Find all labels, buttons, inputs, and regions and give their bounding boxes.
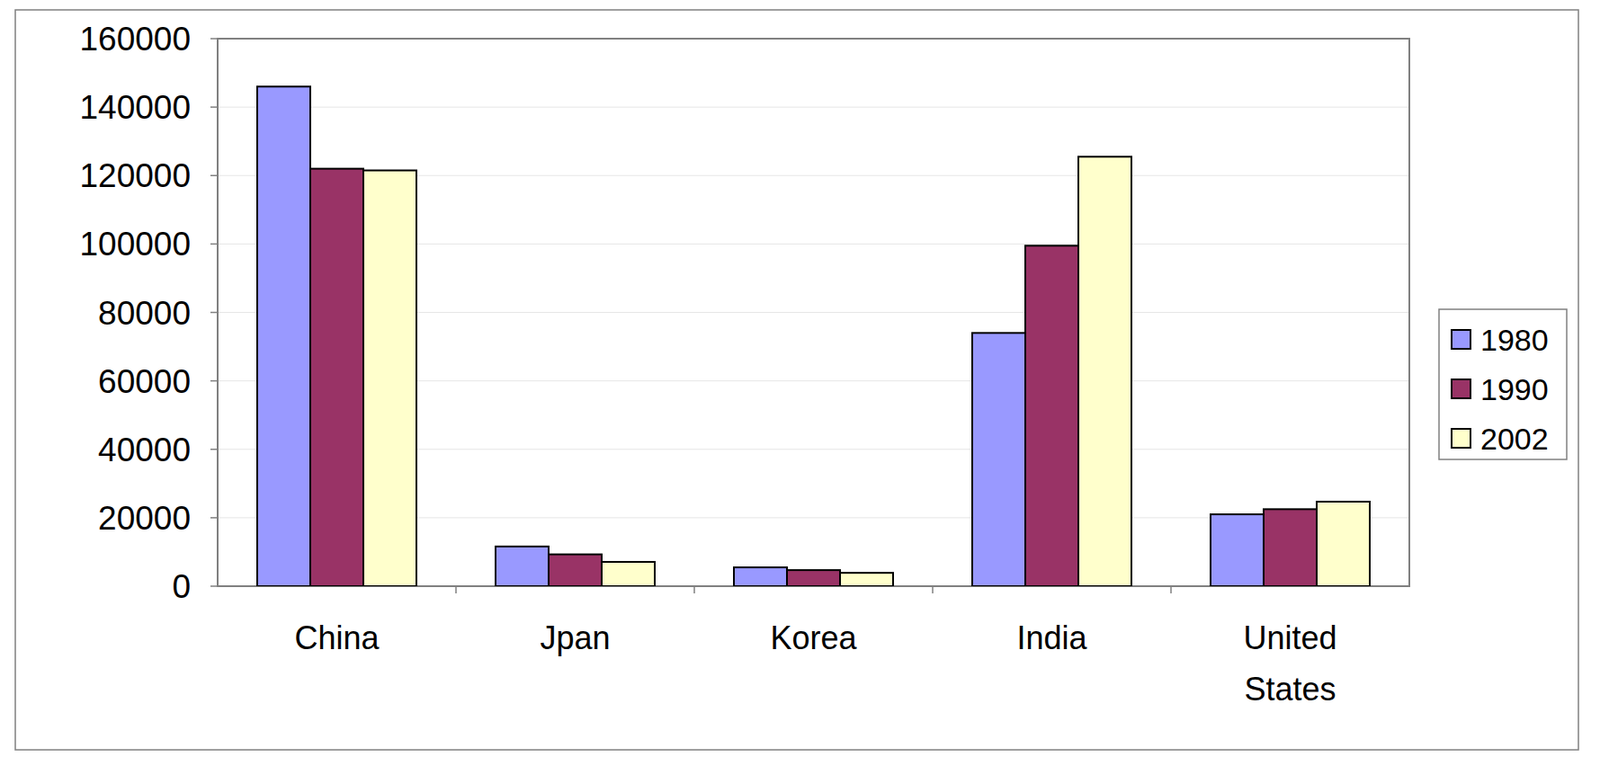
bar	[786, 570, 841, 587]
chart-container: 0 20000 40000 60000 80000 100000 120000 140000 1…	[0, 0, 1600, 766]
bar	[1025, 245, 1079, 587]
bar	[601, 562, 655, 587]
x-tick-label: Jpan	[539, 619, 610, 657]
y-tick	[210, 585, 218, 588]
x-tick-label-line: India	[1016, 619, 1088, 657]
x-tick-label-line: China	[294, 619, 380, 657]
y-tick-label: 140000	[80, 89, 191, 126]
x-tick-label-line: Korea	[769, 619, 858, 657]
bar	[310, 169, 364, 587]
legend-swatch	[1451, 379, 1471, 399]
plot-frame	[217, 38, 1410, 587]
bar	[495, 546, 549, 587]
y-tick-label: 40000	[98, 431, 191, 469]
x-tick	[693, 586, 696, 594]
x-tick-label: China	[294, 619, 380, 657]
bars	[257, 86, 1370, 587]
y-tick-label: 80000	[98, 294, 191, 332]
y-tick	[210, 448, 218, 451]
y-tick-label: 160000	[80, 20, 191, 58]
chart-border	[15, 9, 1579, 751]
bar	[840, 572, 894, 587]
x-tick-label: Korea	[769, 619, 858, 657]
chart-svg: 0 20000 40000 60000 80000 100000 120000 140000 1…	[0, 0, 1600, 766]
bar	[972, 332, 1026, 587]
legend-swatch	[1451, 330, 1471, 349]
legend-label: 1990	[1480, 372, 1549, 407]
x-tick-label-line: States	[1243, 670, 1336, 708]
legend-label: 2002	[1480, 421, 1549, 456]
x-tick-label: India	[1016, 619, 1088, 657]
grid-line	[217, 107, 1410, 108]
bar	[1078, 156, 1132, 587]
x-tick	[931, 586, 934, 594]
y-tick-label: 100000	[80, 225, 191, 263]
legend-swatch	[1451, 429, 1471, 448]
y-tick-label: 20000	[98, 500, 191, 537]
y-tick-label: 0	[171, 568, 191, 606]
y-tick	[210, 517, 218, 519]
y-tick	[210, 243, 218, 246]
y-tick	[210, 106, 218, 108]
y-tick	[210, 380, 218, 383]
x-tick	[1170, 586, 1172, 594]
bar	[1210, 514, 1264, 587]
legend-label: 1980	[1480, 322, 1549, 358]
bar	[733, 567, 787, 587]
legend-box	[1439, 309, 1567, 460]
bar	[1263, 509, 1317, 587]
x-tick-label-line: Jpan	[539, 619, 610, 657]
y-tick	[210, 312, 218, 314]
x-tick-label: United States	[1242, 619, 1337, 708]
x-tick	[455, 586, 457, 594]
y-tick-label: 60000	[98, 363, 191, 401]
y-tick	[210, 175, 218, 178]
y-tick-label: 120000	[80, 157, 191, 195]
y-tick	[210, 37, 218, 40]
x-tick-label-line: United	[1242, 619, 1337, 657]
bar	[548, 554, 602, 587]
bar	[363, 170, 417, 587]
legend: 1980 1990 2002	[1439, 309, 1567, 460]
bar	[1316, 501, 1370, 587]
bar	[257, 86, 311, 587]
